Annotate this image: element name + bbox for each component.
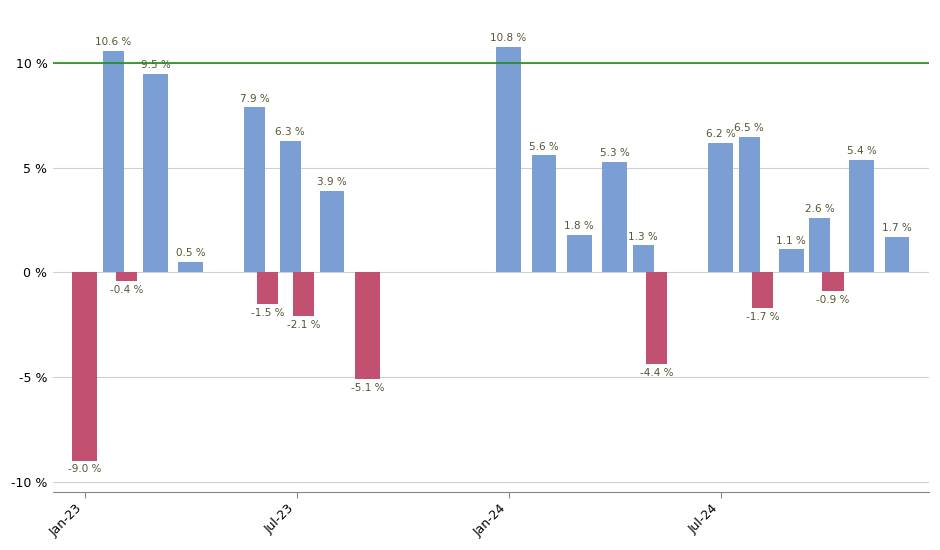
Bar xyxy=(355,272,380,379)
Bar xyxy=(244,107,265,272)
Bar xyxy=(809,218,830,272)
Text: 2.6 %: 2.6 % xyxy=(805,205,835,214)
Text: -5.1 %: -5.1 % xyxy=(351,383,384,393)
Text: 1.8 %: 1.8 % xyxy=(564,221,594,231)
Text: 5.4 %: 5.4 % xyxy=(847,146,877,156)
Text: -2.1 %: -2.1 % xyxy=(287,320,320,330)
Bar xyxy=(850,160,874,272)
Text: 6.2 %: 6.2 % xyxy=(706,129,735,139)
Text: 6.5 %: 6.5 % xyxy=(734,123,764,133)
Text: 9.5 %: 9.5 % xyxy=(141,60,170,70)
Bar xyxy=(532,156,556,272)
Text: -0.4 %: -0.4 % xyxy=(110,284,144,295)
Bar xyxy=(739,136,760,272)
Text: 1.7 %: 1.7 % xyxy=(883,223,912,233)
Text: 6.3 %: 6.3 % xyxy=(275,127,306,137)
Bar xyxy=(280,141,301,272)
Text: -4.4 %: -4.4 % xyxy=(640,368,673,378)
Bar xyxy=(822,272,843,292)
Bar xyxy=(567,235,591,272)
Text: 10.6 %: 10.6 % xyxy=(96,37,132,47)
Bar xyxy=(708,143,733,272)
Text: 5.3 %: 5.3 % xyxy=(600,148,630,158)
Text: 7.9 %: 7.9 % xyxy=(240,94,270,103)
Bar xyxy=(752,272,773,308)
Bar xyxy=(496,47,521,272)
Bar xyxy=(320,191,344,272)
Text: 5.6 %: 5.6 % xyxy=(529,142,558,152)
Text: -9.0 %: -9.0 % xyxy=(68,464,102,475)
Bar xyxy=(292,272,314,316)
Text: 10.8 %: 10.8 % xyxy=(491,33,526,43)
Bar xyxy=(779,250,804,272)
Text: 1.3 %: 1.3 % xyxy=(629,232,658,241)
Bar xyxy=(143,74,168,272)
Bar xyxy=(885,237,910,272)
Bar xyxy=(103,51,124,272)
Text: 1.1 %: 1.1 % xyxy=(776,236,806,246)
Bar xyxy=(633,245,654,272)
Text: -1.7 %: -1.7 % xyxy=(745,312,779,322)
Bar xyxy=(179,262,203,272)
Bar xyxy=(603,162,627,272)
Text: 3.9 %: 3.9 % xyxy=(317,177,347,187)
Text: -1.5 %: -1.5 % xyxy=(251,307,285,317)
Text: -0.9 %: -0.9 % xyxy=(816,295,850,305)
Text: 0.5 %: 0.5 % xyxy=(176,248,206,258)
Bar xyxy=(72,272,97,461)
Bar xyxy=(117,272,137,281)
Bar xyxy=(646,272,666,365)
Bar xyxy=(258,272,278,304)
